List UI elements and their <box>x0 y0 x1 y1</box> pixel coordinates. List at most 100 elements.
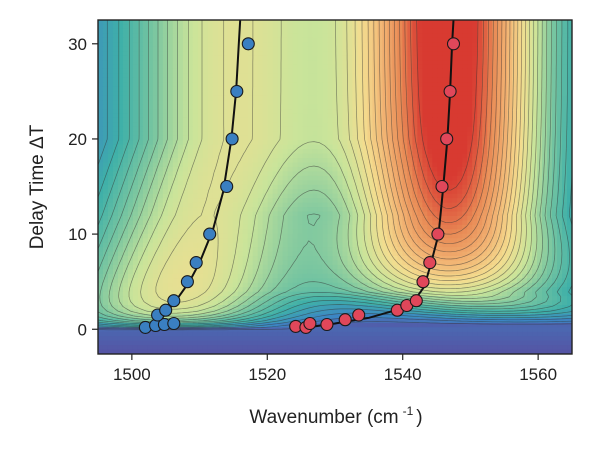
heatmap-cell <box>107 91 114 97</box>
heatmap-cell <box>282 86 289 92</box>
heatmap-cell <box>317 100 324 106</box>
heatmap-cell <box>187 109 194 115</box>
heatmap-cell <box>557 20 563 26</box>
heatmap-cell <box>98 126 104 132</box>
heatmap-cell <box>172 77 179 83</box>
heatmap-cell <box>212 184 219 190</box>
heatmap-cell <box>307 104 314 110</box>
heatmap-cell <box>502 77 508 83</box>
heatmap-cell <box>492 144 498 150</box>
heatmap-cell <box>557 82 563 88</box>
heatmap-cell <box>192 238 199 244</box>
heatmap-cell <box>547 247 553 253</box>
heatmap-cell <box>227 73 234 79</box>
heatmap-cell <box>127 42 134 48</box>
heatmap-cell <box>282 158 289 164</box>
heatmap-cell <box>162 189 169 195</box>
heatmap-cell <box>312 224 319 230</box>
heatmap-cell <box>362 46 369 52</box>
heatmap-cell <box>122 122 129 128</box>
heatmap-cell <box>267 202 274 208</box>
heatmap-cell <box>472 247 478 253</box>
heatmap-cell <box>562 242 568 248</box>
heatmap-cell <box>242 162 249 168</box>
heatmap-cell <box>532 149 538 155</box>
heatmap-cell <box>257 149 264 155</box>
heatmap-cell <box>322 68 329 75</box>
heatmap-cell <box>457 166 463 173</box>
heatmap-cell <box>317 202 324 208</box>
heatmap-cell <box>537 207 543 213</box>
heatmap-cell <box>562 171 568 177</box>
heatmap-cell <box>242 122 249 128</box>
heatmap-cell <box>462 55 468 61</box>
heatmap-cell <box>127 46 134 52</box>
heatmap-cell <box>257 126 264 132</box>
heatmap-cell <box>222 73 229 79</box>
heatmap-cell <box>137 82 144 88</box>
heatmap-cell <box>157 162 164 168</box>
heatmap-cell <box>482 180 488 186</box>
heatmap-cell <box>372 95 379 101</box>
heatmap-cell <box>152 193 159 199</box>
heatmap-cell <box>122 91 129 97</box>
heatmap-cell <box>567 100 572 106</box>
heatmap-cell <box>337 166 344 173</box>
heatmap-cell <box>237 198 244 204</box>
heatmap-cell <box>192 109 199 115</box>
heatmap-cell <box>372 24 379 30</box>
heatmap-cell <box>322 189 329 195</box>
heatmap-cell <box>267 100 274 106</box>
heatmap-cell <box>257 109 264 115</box>
heatmap-cell <box>107 162 114 168</box>
heatmap-cell <box>197 131 204 137</box>
heatmap-cell <box>357 95 364 101</box>
heatmap-cell <box>197 117 204 124</box>
heatmap-cell <box>132 104 139 110</box>
heatmap-cell <box>297 193 304 199</box>
heatmap-cell <box>322 100 329 106</box>
heatmap-cell <box>387 20 393 26</box>
heatmap-cell <box>292 220 299 226</box>
heatmap-cell <box>362 37 369 43</box>
heatmap-cell <box>117 131 124 137</box>
heatmap-cell <box>347 233 354 239</box>
heatmap-cell <box>557 233 563 239</box>
heatmap-cell <box>317 64 324 70</box>
heatmap-cell <box>382 220 388 226</box>
heatmap-cell <box>102 60 109 66</box>
heatmap-cell <box>527 109 533 115</box>
heatmap-cell <box>177 238 184 244</box>
heatmap-cell <box>317 131 324 137</box>
heatmap-cell <box>412 247 418 253</box>
heatmap-cell <box>252 68 259 75</box>
heatmap-cell <box>437 77 443 83</box>
heatmap-cell <box>332 198 339 204</box>
heatmap-cell <box>252 166 259 173</box>
heatmap-cell <box>512 42 518 48</box>
heatmap-cell <box>422 91 428 97</box>
heatmap-cell <box>247 73 254 79</box>
heatmap-cell <box>232 117 239 124</box>
heatmap-cell <box>152 28 159 34</box>
heatmap-cell <box>312 233 319 239</box>
heatmap-cell <box>277 82 284 88</box>
heatmap-cell <box>362 33 369 39</box>
heatmap-cell <box>147 55 154 61</box>
heatmap-cell <box>142 215 149 221</box>
heatmap-cell <box>117 126 124 132</box>
heatmap-cell <box>252 238 259 244</box>
heatmap-cell <box>302 171 309 177</box>
heatmap-cell <box>542 215 548 221</box>
heatmap-cell <box>352 215 359 221</box>
heatmap-cell <box>332 60 339 66</box>
heatmap-cell <box>517 247 523 253</box>
heatmap-cell <box>532 117 538 124</box>
heatmap-cell <box>457 153 463 159</box>
heatmap-cell <box>257 166 264 173</box>
heatmap-cell <box>397 28 403 34</box>
heatmap-cell <box>202 104 209 110</box>
heatmap-cell <box>267 193 274 199</box>
heatmap-cell <box>242 215 249 221</box>
heatmap-cell <box>307 135 314 141</box>
